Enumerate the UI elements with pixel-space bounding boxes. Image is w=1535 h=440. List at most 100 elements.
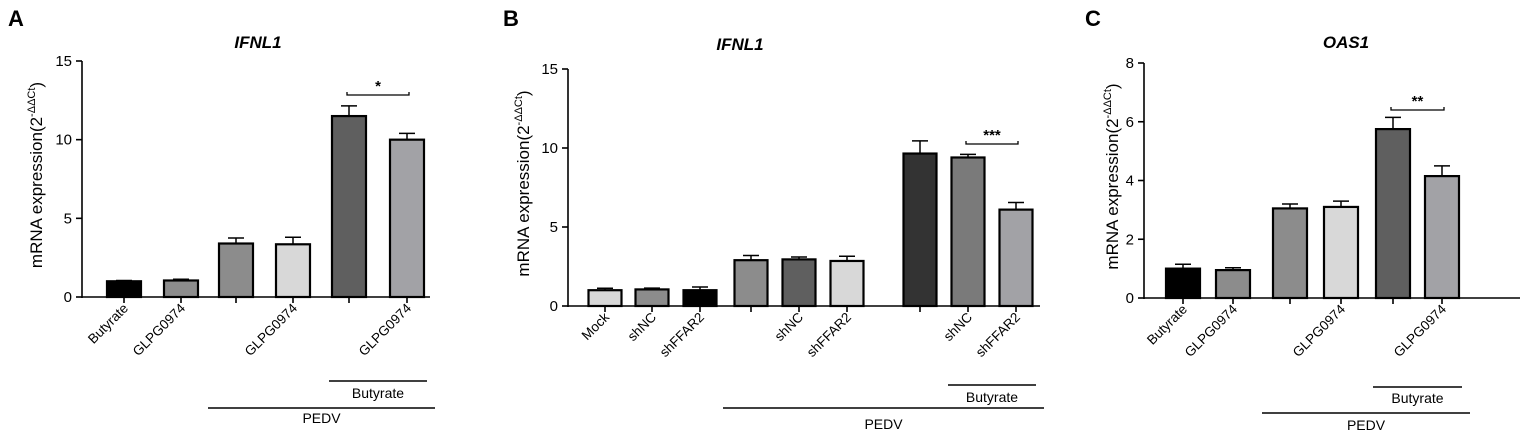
significance-label: **	[1412, 93, 1424, 110]
error-bar	[839, 255, 855, 261]
y-tick-label: 2	[1126, 231, 1134, 248]
y-axis-label-close: )	[27, 82, 46, 88]
error-bar	[597, 287, 613, 291]
bar	[682, 289, 718, 308]
bar	[1271, 207, 1309, 300]
error-bar	[116, 279, 132, 282]
y-axis-label: mRNA expression(2-ΔΔCt)	[1102, 83, 1122, 269]
bar	[998, 208, 1034, 308]
x-tick-label: Butyrate	[85, 301, 131, 347]
significance-bracket	[346, 92, 410, 96]
bar	[274, 243, 312, 299]
y-tick-label: 5	[64, 210, 72, 227]
error-bar	[1225, 266, 1241, 271]
significance-label: *	[375, 78, 381, 95]
y-axis-label-main: mRNA expression(2	[27, 117, 46, 268]
y-axis-label: mRNA expression(2-ΔΔCt)	[513, 90, 533, 276]
bar	[1214, 268, 1252, 300]
y-axis-label: mRNA expression(2-ΔΔCt)	[26, 82, 46, 268]
error-bar	[399, 132, 415, 140]
y-tick-label: 5	[550, 219, 558, 236]
bar	[902, 152, 938, 308]
chart-title: OAS1	[1323, 33, 1369, 52]
bar	[587, 289, 623, 308]
group-label: PEDV	[302, 410, 341, 426]
y-tick-label: 6	[1126, 114, 1134, 131]
x-tick-label: Butyrate	[1144, 302, 1190, 348]
bar	[330, 114, 368, 299]
group-label: Butyrate	[1391, 390, 1443, 406]
x-tick-label: GLPG0974	[130, 300, 189, 359]
y-axis-label-superscript: -ΔΔCt	[1102, 89, 1114, 118]
error-bar	[692, 286, 708, 291]
error-bar	[1434, 165, 1450, 177]
error-bar	[791, 256, 807, 260]
chart-panel-a: A IFNL1 mRNA expression(2-ΔΔCt) 0 5 10 15 Butyr…	[8, 6, 435, 426]
y-axis-label-superscript: -ΔΔCt	[513, 96, 525, 125]
y-axis-label-main: mRNA expression(2	[514, 125, 533, 276]
bar	[634, 288, 670, 308]
bar	[388, 138, 426, 299]
y-tick-label: 0	[1126, 290, 1134, 307]
y-tick-label: 10	[55, 132, 72, 149]
y-axis-label-close: )	[514, 90, 533, 96]
x-tick-label: shNC	[941, 309, 976, 344]
x-tick-label: GLPG0974	[1391, 301, 1450, 360]
significance-bracket	[965, 141, 1019, 145]
error-bar	[341, 105, 357, 117]
bar	[1164, 267, 1202, 300]
error-bar	[912, 140, 928, 154]
y-tick-label: 8	[1126, 55, 1134, 72]
y-axis-label-superscript: -ΔΔCt	[26, 88, 38, 117]
bar	[950, 156, 986, 308]
x-tick-label: shFFAR2	[973, 310, 1023, 360]
x-tick-label: Mock	[579, 309, 613, 343]
x-tick-label: shNC	[772, 309, 807, 344]
y-tick-label: 4	[1126, 173, 1134, 190]
y-axis-label-close: )	[1103, 83, 1122, 89]
x-tick-label: GLPG0974	[356, 300, 415, 359]
y-tick-label: 0	[550, 298, 558, 315]
y-tick-label: 15	[541, 61, 558, 78]
x-tick-label: GLPG0974	[1290, 301, 1349, 360]
y-tick-label: 15	[55, 53, 72, 70]
bar	[1423, 174, 1461, 300]
bar	[733, 259, 769, 308]
error-bar	[173, 278, 189, 281]
x-tick-label: GLPG0974	[242, 300, 301, 359]
panel-letter: B	[503, 6, 519, 31]
x-tick-label: shNC	[625, 309, 660, 344]
bar	[1374, 127, 1412, 300]
error-bar	[1008, 201, 1024, 210]
y-tick-label: 0	[64, 289, 72, 306]
bar	[217, 242, 255, 299]
error-bar	[644, 287, 660, 290]
significance-label: ***	[983, 127, 1001, 144]
panel-letter: A	[8, 6, 24, 31]
x-tick-label: shFFAR2	[804, 310, 854, 360]
chart-title: IFNL1	[234, 33, 281, 52]
error-bar	[1282, 203, 1298, 209]
group-label: PEDV	[1347, 417, 1386, 433]
group-label: Butyrate	[352, 385, 404, 401]
bar	[1322, 205, 1360, 300]
error-bar	[960, 153, 976, 158]
y-tick-label: 10	[541, 140, 558, 157]
x-tick-label: shFFAR2	[657, 310, 707, 360]
group-label: Butyrate	[966, 389, 1018, 405]
error-bar	[1175, 263, 1191, 269]
bar	[105, 280, 143, 299]
bar	[781, 258, 817, 308]
chart-panel-c: C OAS1 mRNA expression(2-ΔΔCt) 0 2 4 6 8 Butyrat…	[1085, 6, 1520, 433]
error-bar	[743, 254, 759, 261]
panel-letter: C	[1085, 6, 1101, 31]
error-bar	[1385, 116, 1401, 130]
significance-bracket	[1390, 107, 1445, 111]
error-bar	[1333, 200, 1349, 207]
error-bar	[285, 236, 301, 245]
y-axis-label-main: mRNA expression(2	[1103, 118, 1122, 269]
x-tick-label: GLPG0974	[1182, 301, 1241, 360]
bar	[162, 279, 200, 299]
